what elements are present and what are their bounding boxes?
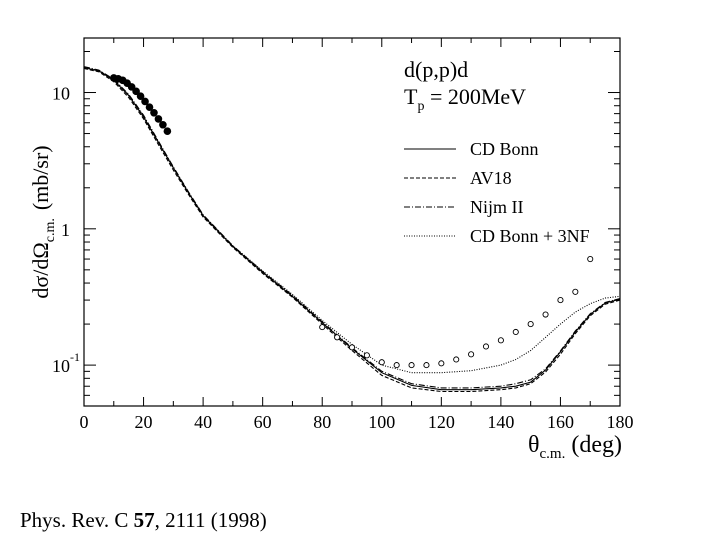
x-tick-label: 160 [547, 412, 574, 432]
y-tick-label: 1 [61, 220, 70, 240]
plot-title-reaction: d(p,p)d [404, 57, 468, 82]
filled-data-point [150, 108, 158, 117]
x-tick-label: 120 [428, 412, 455, 432]
x-axis-label: θc.m. (deg) [528, 432, 622, 462]
x-tick-label: 0 [80, 412, 89, 432]
x-tick-label: 60 [254, 412, 272, 432]
filled-data-point [132, 87, 140, 96]
y-axis-label: dσ/dΩc.m.(mb/sr) [28, 145, 58, 298]
x-tick-label: 140 [487, 412, 514, 432]
open-data-point [587, 256, 594, 263]
y-tick-label: 10 [52, 356, 70, 376]
open-data-point [453, 356, 460, 363]
open-data-point [363, 352, 370, 359]
open-data-point [512, 328, 519, 336]
open-data-point [482, 343, 490, 350]
curve-nijm-ii [83, 66, 621, 389]
legend-label: CD Bonn [470, 139, 539, 159]
open-data-point [348, 344, 356, 351]
legend-label: CD Bonn + 3NF [470, 226, 590, 246]
x-tick-label: 20 [135, 412, 153, 432]
open-data-point [334, 334, 341, 341]
curve-av18 [83, 67, 621, 393]
filled-data-point [136, 92, 145, 100]
curve-cd-bonn-3nf [83, 66, 621, 374]
filled-data-point [159, 120, 167, 129]
open-data-point [572, 288, 579, 295]
y-tick-label: 10 [52, 84, 70, 104]
open-data-point [393, 362, 400, 369]
filled-data-point [163, 127, 172, 136]
open-data-point [468, 351, 475, 358]
open-data-point [497, 337, 504, 344]
filled-data-point [145, 103, 154, 112]
legend: CD Bonn AV18 Nijm II CD Bonn + 3NF [404, 139, 590, 246]
open-data-point [438, 360, 445, 367]
open-data-point [423, 362, 430, 369]
open-data-point [408, 362, 415, 369]
open-data-point [378, 359, 385, 366]
filled-data-point [141, 97, 149, 106]
reference-suffix: , 2111 (1998) [154, 508, 267, 532]
legend-label: Nijm II [470, 197, 524, 217]
reference-citation: Phys. Rev. C 57, 2111 (1998) [20, 508, 267, 533]
open-data-points [319, 256, 594, 369]
y-tick-label-exponent: -1 [70, 350, 80, 364]
reference-prefix: Phys. Rev. C [20, 508, 134, 532]
x-tick-label: 80 [313, 412, 331, 432]
legend-label: AV18 [470, 168, 512, 188]
plot-title-energy: Tp = 200MeV [404, 84, 526, 114]
x-tick-label: 40 [194, 412, 212, 432]
filled-data-point [154, 115, 163, 123]
open-data-point [557, 297, 564, 304]
x-tick-label: 180 [607, 412, 634, 432]
open-data-point [542, 311, 549, 318]
filled-data-points [109, 74, 172, 136]
open-data-point [319, 324, 326, 331]
open-data-point [527, 321, 534, 328]
x-tick-label: 100 [368, 412, 395, 432]
x-axis-ticks: 0 20 40 60 80 100 120 140 160 180 [80, 38, 634, 432]
reference-volume: 57 [133, 508, 155, 532]
